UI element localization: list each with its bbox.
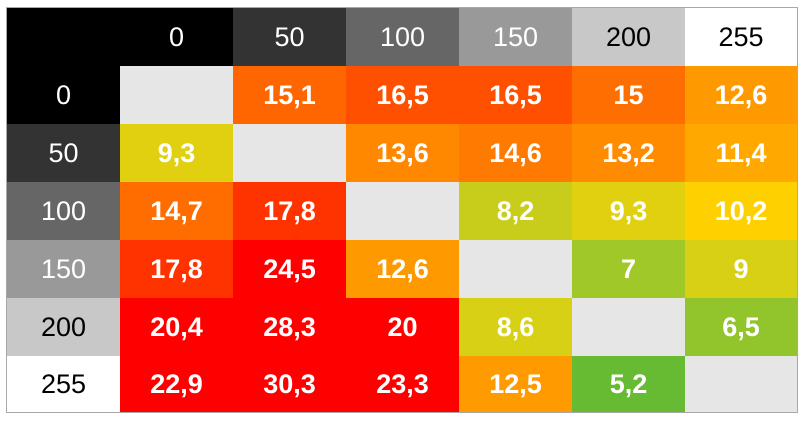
- value-cell-50-0: 9,3: [120, 124, 233, 182]
- value-cell-100-150: 8,2: [459, 182, 572, 240]
- value-cell-200-150: 8,6: [459, 298, 572, 356]
- diagonal-cell-200: [572, 298, 685, 356]
- heatmap-grid: 0 50 100 150 200 255 0 15,1 16,5 16,5 15 12,6 50 9,3 1…: [7, 8, 797, 412]
- value-cell-200-50: 28,3: [233, 298, 346, 356]
- value-cell-200-255: 6,5: [685, 298, 797, 356]
- value-cell-255-150: 12,5: [459, 356, 572, 412]
- value-cell-150-50: 24,5: [233, 240, 346, 298]
- value-cell-0-150: 16,5: [459, 66, 572, 124]
- value-cell-0-200: 15: [572, 66, 685, 124]
- value-cell-150-255: 9: [685, 240, 797, 298]
- column-header-100: 100: [346, 8, 459, 66]
- row-header-150: 150: [7, 240, 120, 298]
- column-header-50: 50: [233, 8, 346, 66]
- value-cell-100-50: 17,8: [233, 182, 346, 240]
- value-cell-0-100: 16,5: [346, 66, 459, 124]
- column-header-150: 150: [459, 8, 572, 66]
- value-cell-255-100: 23,3: [346, 356, 459, 412]
- value-cell-255-200: 5,2: [572, 356, 685, 412]
- diagonal-cell-0: [120, 66, 233, 124]
- row-header-200: 200: [7, 298, 120, 356]
- value-cell-255-0: 22,9: [120, 356, 233, 412]
- column-header-255: 255: [685, 8, 797, 66]
- row-header-100: 100: [7, 182, 120, 240]
- diagonal-cell-150: [459, 240, 572, 298]
- diagonal-cell-100: [346, 182, 459, 240]
- value-cell-150-200: 7: [572, 240, 685, 298]
- value-cell-50-150: 14,6: [459, 124, 572, 182]
- value-cell-150-100: 12,6: [346, 240, 459, 298]
- value-cell-100-255: 10,2: [685, 182, 797, 240]
- column-header-0: 0: [120, 8, 233, 66]
- value-cell-50-100: 13,6: [346, 124, 459, 182]
- value-cell-200-100: 20: [346, 298, 459, 356]
- corner-cell: [7, 8, 120, 66]
- value-cell-200-0: 20,4: [120, 298, 233, 356]
- value-cell-50-255: 11,4: [685, 124, 797, 182]
- value-cell-0-50: 15,1: [233, 66, 346, 124]
- value-cell-100-200: 9,3: [572, 182, 685, 240]
- value-cell-0-255: 12,6: [685, 66, 797, 124]
- row-header-0: 0: [7, 66, 120, 124]
- row-header-255: 255: [7, 356, 120, 412]
- value-cell-50-200: 13,2: [572, 124, 685, 182]
- value-cell-255-50: 30,3: [233, 356, 346, 412]
- column-header-200: 200: [572, 8, 685, 66]
- value-cell-100-0: 14,7: [120, 182, 233, 240]
- value-cell-150-0: 17,8: [120, 240, 233, 298]
- diagonal-cell-50: [233, 124, 346, 182]
- diagonal-cell-255: [685, 356, 797, 412]
- row-header-50: 50: [7, 124, 120, 182]
